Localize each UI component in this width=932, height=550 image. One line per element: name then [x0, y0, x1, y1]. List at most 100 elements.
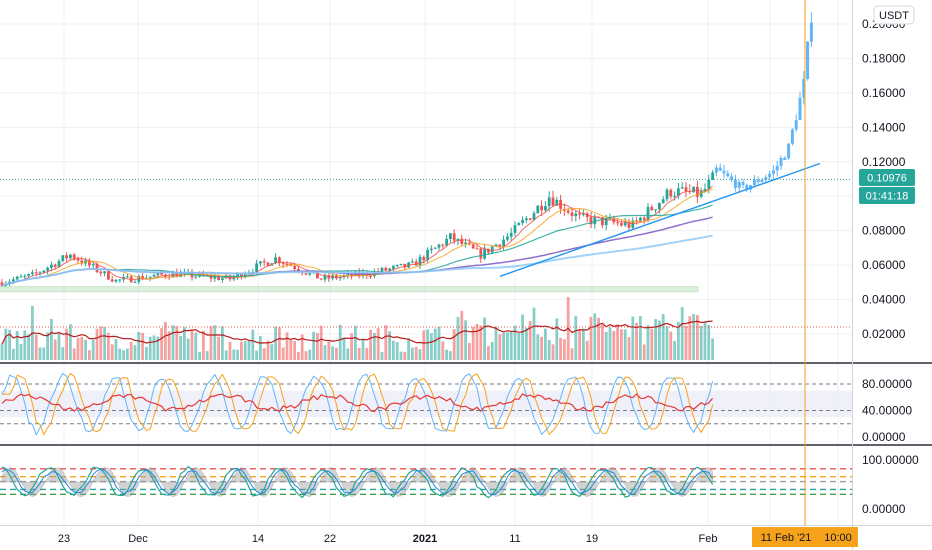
candle	[623, 217, 627, 228]
volume-bar	[186, 338, 190, 360]
candle	[468, 238, 471, 246]
volume-bar	[445, 349, 448, 360]
oscillator-pane-2[interactable]	[0, 465, 852, 499]
candle-body	[304, 273, 308, 275]
volume-bar	[297, 351, 300, 360]
volume-bar	[532, 307, 536, 360]
volume-bar	[46, 332, 49, 360]
projection-body	[733, 179, 737, 188]
volume-bar	[589, 317, 593, 360]
volume-bar	[251, 329, 255, 360]
projection-body	[798, 97, 802, 121]
projection-body	[809, 22, 813, 42]
time-axis[interactable]: 23 Dec 14 22 2021 11 19 Feb	[58, 533, 718, 545]
projection-candle	[798, 91, 802, 121]
volume-bar	[88, 350, 91, 360]
volume-bar	[84, 339, 87, 360]
candle-body	[103, 271, 106, 274]
candle-body	[646, 207, 650, 220]
volume-bar	[547, 339, 551, 360]
projection-body	[741, 181, 745, 185]
candle	[544, 200, 547, 213]
projection-body	[787, 143, 791, 159]
candle-body	[61, 255, 65, 261]
volume-bar	[673, 341, 676, 360]
projection-candle	[775, 160, 779, 177]
volume-bar	[437, 326, 441, 360]
volume-bar	[407, 338, 410, 360]
volume-bar	[616, 324, 619, 360]
volume-bar	[278, 327, 281, 360]
candle-body	[27, 274, 30, 276]
price-tick-label: 0.08000	[862, 224, 906, 238]
candle-body	[414, 261, 418, 266]
candle	[323, 272, 327, 283]
volume-bar	[369, 329, 372, 360]
candle-body	[160, 272, 163, 275]
moving-average-line	[1, 185, 713, 287]
candle-body	[34, 272, 38, 274]
price-tick-label: 0.16000	[862, 86, 906, 100]
osc2-fast-line	[1, 465, 714, 499]
candle-body	[437, 244, 441, 248]
candle-body	[677, 188, 680, 196]
volume-bar	[388, 331, 391, 360]
volume-bar	[422, 330, 426, 360]
volume-bar	[198, 351, 201, 360]
osc1-band	[0, 390, 852, 418]
candle-body	[445, 238, 448, 246]
candle-body	[274, 257, 277, 264]
candle	[392, 264, 395, 272]
volume-bar	[8, 329, 11, 360]
volume-bar	[528, 321, 532, 360]
candle	[449, 233, 452, 243]
volume-bar	[677, 322, 680, 360]
candle-body	[217, 276, 220, 281]
candle	[426, 247, 429, 263]
candle-body	[623, 222, 627, 226]
candle	[684, 182, 688, 198]
candle-body	[350, 273, 353, 276]
candle	[53, 263, 57, 270]
projection-candle	[714, 164, 718, 177]
volume-bar	[373, 333, 376, 360]
candle-body	[483, 248, 486, 259]
projection-candle	[783, 156, 787, 160]
candle-body	[262, 261, 266, 263]
volume-bar	[483, 317, 486, 360]
candle-body	[80, 260, 84, 264]
candle	[642, 215, 646, 224]
price-axis[interactable]: 0.200000.180000.160000.140000.120000.080…	[862, 17, 919, 516]
price-tick-label: 0.12000	[862, 155, 906, 169]
oscillator-pane-1[interactable]	[0, 372, 852, 436]
candle	[88, 258, 91, 269]
volume-bar	[107, 332, 110, 360]
candle-body	[266, 262, 270, 266]
volume-bar	[148, 336, 152, 360]
volume-bar	[540, 336, 543, 360]
volume-bar	[335, 347, 338, 360]
projection-body	[771, 170, 775, 174]
volume-bar	[517, 333, 521, 360]
volume-bar	[411, 347, 414, 360]
volume-bar	[114, 338, 118, 360]
volume-bar	[15, 331, 19, 360]
candle-body	[418, 256, 422, 266]
volume-bar	[593, 313, 597, 360]
volume-bar	[703, 321, 707, 360]
volume-bar	[555, 318, 559, 360]
volume-bar	[521, 314, 524, 360]
candle-body	[642, 217, 646, 220]
projection-candle	[726, 170, 730, 178]
candle-body	[555, 199, 559, 206]
currency-badge[interactable]: USDT	[873, 5, 915, 25]
candle	[582, 209, 585, 217]
volume-bar	[692, 314, 695, 360]
candle	[589, 212, 593, 228]
candle	[471, 243, 475, 249]
time-cursor-time: 10:00	[824, 532, 852, 544]
candle	[8, 279, 11, 287]
candle-body	[654, 209, 657, 211]
